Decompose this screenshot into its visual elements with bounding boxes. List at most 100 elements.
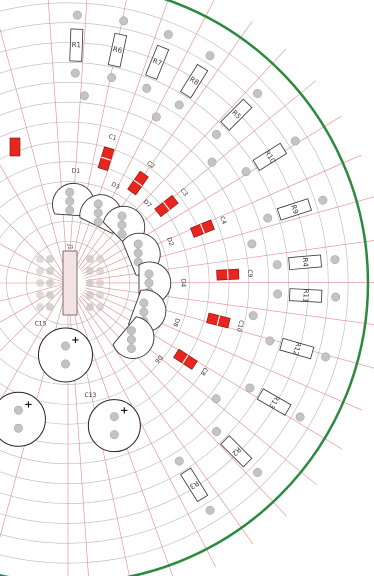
- components-layer: + + +: [0, 10, 341, 515]
- diode-label: D7: [142, 198, 153, 209]
- grid-ray: [76, 298, 216, 568]
- resistor-pad: [245, 383, 255, 393]
- resistor-pad: [272, 260, 282, 270]
- grid-ray: [81, 294, 317, 485]
- connector-pin: [46, 267, 54, 275]
- capacitor-label: C9: [246, 269, 253, 278]
- pad: [211, 394, 221, 404]
- connector-pin: [96, 303, 104, 311]
- polarity-mark: +: [24, 399, 32, 410]
- resistor-pad: [174, 456, 184, 466]
- electrolytic-pad: [109, 430, 119, 440]
- diode-pad: [144, 278, 154, 288]
- resistor-pad: [119, 16, 129, 26]
- capacitor-label: C8: [199, 366, 209, 377]
- grid-ray: [84, 289, 362, 411]
- connector-pin: [36, 291, 44, 299]
- diode-pad: [139, 298, 149, 308]
- grid-ray: [47, 0, 68, 266]
- resistor-body: [220, 435, 253, 468]
- diode-pad: [133, 248, 143, 258]
- capacitor-gap: [216, 315, 221, 326]
- resistor-label: R11: [301, 288, 310, 302]
- resistor-r12: [279, 337, 315, 360]
- grid-ray: [85, 285, 374, 325]
- resistor-r9: [276, 198, 312, 221]
- resistor-body: [107, 32, 128, 68]
- diode-pad: [139, 307, 149, 317]
- resistor-pad: [263, 213, 273, 223]
- connector-pin: [96, 291, 104, 299]
- capacitor-c3: [154, 194, 179, 218]
- resistor-pad: [330, 255, 340, 265]
- connector-pin: [46, 279, 54, 287]
- resistor-r13: [256, 388, 292, 416]
- resistor-pad: [331, 292, 341, 302]
- diode-pad: [65, 196, 75, 206]
- grid-ray: [0, 282, 69, 402]
- capacitor-gap: [200, 223, 205, 234]
- resistor-pad: [265, 336, 275, 346]
- connector-pin: [86, 303, 94, 311]
- grid-ray: [83, 116, 342, 274]
- resistor-body: [180, 467, 209, 503]
- resistor-r2: [220, 435, 253, 468]
- resistor-pad: [205, 505, 215, 515]
- capacitor-c10: [206, 312, 231, 329]
- resistor-pad: [212, 427, 221, 436]
- resistor-pad: [321, 352, 331, 362]
- resistor-label: R3: [188, 479, 200, 491]
- resistor-label: R8: [188, 75, 200, 87]
- electrolytic-outline: [87, 399, 141, 453]
- capacitor-c1: [97, 146, 115, 172]
- connector-pin: [96, 279, 104, 287]
- grid-ray: [0, 28, 69, 284]
- pad: [151, 112, 161, 122]
- resistor-body: [69, 28, 84, 62]
- diode-label: D8: [171, 317, 181, 327]
- capacitor-label: C10: [235, 319, 245, 332]
- resistor-pad: [107, 73, 117, 83]
- resistor-pad: [142, 83, 152, 93]
- resistor-r11: [288, 288, 323, 303]
- resistor-r4: [288, 254, 322, 271]
- electrolytic-pad: [61, 341, 70, 351]
- resistor-r1: [69, 28, 84, 62]
- resistor-label: R1: [72, 41, 82, 49]
- connector-pin: [36, 267, 44, 275]
- connector-pin: [86, 255, 94, 263]
- diode-pad: [93, 217, 103, 227]
- diode-pad: [126, 335, 136, 345]
- capacitor-label: C2: [145, 160, 156, 170]
- resistor-pad: [70, 68, 80, 78]
- resistor-body: [220, 98, 253, 131]
- resistor-r8: [180, 63, 209, 99]
- grid-ray: [81, 80, 317, 272]
- electrolytic-pad: [109, 412, 119, 422]
- resistor-r3: [180, 467, 209, 503]
- electrolytic-pad: [13, 423, 23, 433]
- resistor-body: [145, 44, 170, 80]
- diode-label: D4: [180, 279, 187, 288]
- resistor-body: [288, 254, 322, 271]
- polarity-mark: +: [120, 406, 128, 417]
- diode-pad: [65, 205, 75, 215]
- grid-ray: [0, 214, 69, 284]
- resistor-pad: [205, 51, 215, 61]
- diode-pad: [117, 211, 127, 221]
- electrolytic-pad: [61, 359, 70, 369]
- grid-ray: [0, 282, 69, 302]
- connector-j1: [36, 250, 104, 316]
- capacitor-gap: [101, 156, 111, 161]
- resistor-r5: [220, 98, 253, 131]
- resistor-pad: [212, 130, 221, 139]
- resistor-body: [288, 288, 323, 303]
- capacitor-label: C3: [179, 187, 190, 198]
- resistor-label: R12: [291, 341, 302, 356]
- connector-pin: [86, 291, 94, 299]
- pad: [248, 311, 258, 321]
- electrolytic-c14: +: [0, 391, 46, 447]
- capacitor-label: C4: [218, 215, 228, 225]
- resistor-pad: [241, 167, 251, 177]
